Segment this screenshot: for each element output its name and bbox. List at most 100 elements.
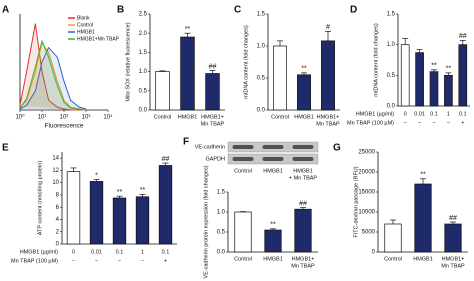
lane-label: HMGB1 — [293, 168, 313, 174]
y-tick-label: 0.5 — [387, 73, 396, 79]
bar — [264, 229, 282, 253]
row-value: − — [432, 120, 435, 126]
y-tick-label: 0.5 — [257, 76, 266, 82]
bar — [297, 74, 311, 111]
y-tick-label: 0.0 — [217, 250, 226, 256]
bar — [158, 165, 173, 245]
significance: ## — [299, 200, 307, 207]
x-tick-label: Mn TBAP — [201, 121, 225, 127]
row-value: 0.1 — [430, 111, 438, 117]
legend-label: HMGB1 — [77, 29, 95, 35]
x-tick-label: Control — [234, 256, 252, 262]
bar — [321, 40, 335, 111]
row-value: − — [95, 258, 98, 264]
row-value: − — [404, 120, 407, 126]
x-tick-label: Control — [154, 114, 172, 120]
y-tick-label: 0.0 — [257, 108, 266, 114]
blot-band — [292, 145, 314, 149]
y-tick-label: 0.5 — [139, 88, 148, 94]
y-tick-label: 4 — [56, 217, 60, 223]
blot-band — [262, 157, 284, 161]
x-tick-label: Mn TBAP — [316, 121, 340, 127]
blot-band — [232, 157, 254, 161]
row-value: + — [164, 258, 167, 264]
significance: # — [326, 24, 330, 31]
x-tick-label: 10⁰ — [15, 114, 25, 121]
x-tick-label: 10⁴ — [103, 114, 113, 121]
y-tick-label: 25000 — [358, 150, 375, 156]
bar — [414, 183, 432, 253]
significance: ** — [117, 189, 123, 196]
y-tick-label: 0 — [372, 250, 376, 256]
x-tick-label: Control — [271, 114, 289, 120]
bar — [444, 74, 453, 107]
x-tick-label: Control — [384, 256, 402, 262]
histogram-curve — [19, 23, 86, 111]
bar — [66, 171, 81, 245]
lane-label: + Mn TBAP — [289, 175, 318, 181]
y-axis-label: mtDNA content (fold changes) — [373, 23, 379, 97]
row-label: HMGB1 (µg/ml) — [356, 111, 394, 117]
legend-label: HMGB1+Mn TBAP — [77, 36, 120, 42]
bar — [458, 44, 468, 107]
y-tick-label: 0.5 — [217, 230, 226, 236]
y-tick-label: 15000 — [358, 190, 375, 196]
y-axis-label: Events — [0, 53, 1, 70]
histogram-curve — [19, 46, 87, 110]
row-value: 0.1 — [116, 249, 124, 255]
x-tick-label: HMGB1+ — [442, 256, 465, 262]
y-tick-label: 2 — [56, 229, 60, 235]
significance: ## — [449, 215, 457, 222]
panel-letter: C — [234, 5, 241, 16]
legend-label: Blank — [77, 15, 90, 21]
significance: ** — [270, 222, 276, 229]
x-tick-label: 10¹ — [38, 115, 47, 121]
row-value: − — [118, 258, 121, 264]
y-tick-label: 1.0 — [387, 42, 396, 48]
bar — [234, 211, 252, 253]
x-tick-label: HMGB1 — [263, 256, 283, 262]
row-value: 1 — [141, 249, 144, 255]
y-tick-label: 1.0 — [139, 69, 148, 75]
significance: ** — [301, 66, 307, 73]
panel-letter: G — [333, 143, 341, 154]
x-tick-label: HMGB1 — [294, 114, 314, 120]
bar — [112, 197, 127, 245]
blot-band — [262, 145, 284, 149]
panel-letter: D — [350, 5, 357, 16]
y-tick-label: 5000 — [362, 230, 376, 236]
y-tick-label: 1.5 — [217, 190, 226, 196]
bar — [415, 52, 424, 107]
y-tick-label: 1.0 — [257, 44, 266, 50]
y-tick-label: 8 — [56, 193, 60, 199]
significance: ** — [140, 187, 146, 194]
row-label: Mn TBAP (100 µM) — [347, 120, 394, 126]
bar — [273, 45, 287, 111]
y-tick-label: 14 — [52, 156, 59, 162]
blot-label: GAPDH — [205, 156, 225, 162]
histogram-curve — [19, 39, 87, 111]
bar — [429, 71, 439, 107]
row-value: 1 — [447, 111, 450, 117]
bar — [384, 223, 402, 253]
blot-band — [292, 157, 314, 161]
y-tick-label: 0 — [56, 242, 60, 248]
y-tick-label: 10000 — [358, 210, 375, 216]
row-value: 0.01 — [414, 111, 425, 117]
x-tick-label: 10² — [60, 115, 69, 121]
row-value: 0.01 — [91, 249, 102, 255]
bar — [135, 196, 150, 245]
significance: ## — [209, 63, 217, 70]
panel-letter: B — [117, 5, 124, 16]
y-axis-label: FITC-dextran passage (RFU) — [353, 166, 359, 237]
y-axis-label: mtDNA content (fold changes) — [243, 25, 249, 99]
y-tick-label: 12 — [52, 168, 59, 174]
significance: * — [95, 172, 98, 179]
x-tick-label: HMGB1 — [413, 256, 433, 262]
significance: ** — [446, 66, 452, 73]
y-tick-label: 10 — [52, 180, 59, 186]
x-tick-label: HMGB1 — [178, 114, 198, 120]
row-value: 0 — [404, 111, 407, 117]
y-tick-label: 20000 — [358, 170, 375, 176]
